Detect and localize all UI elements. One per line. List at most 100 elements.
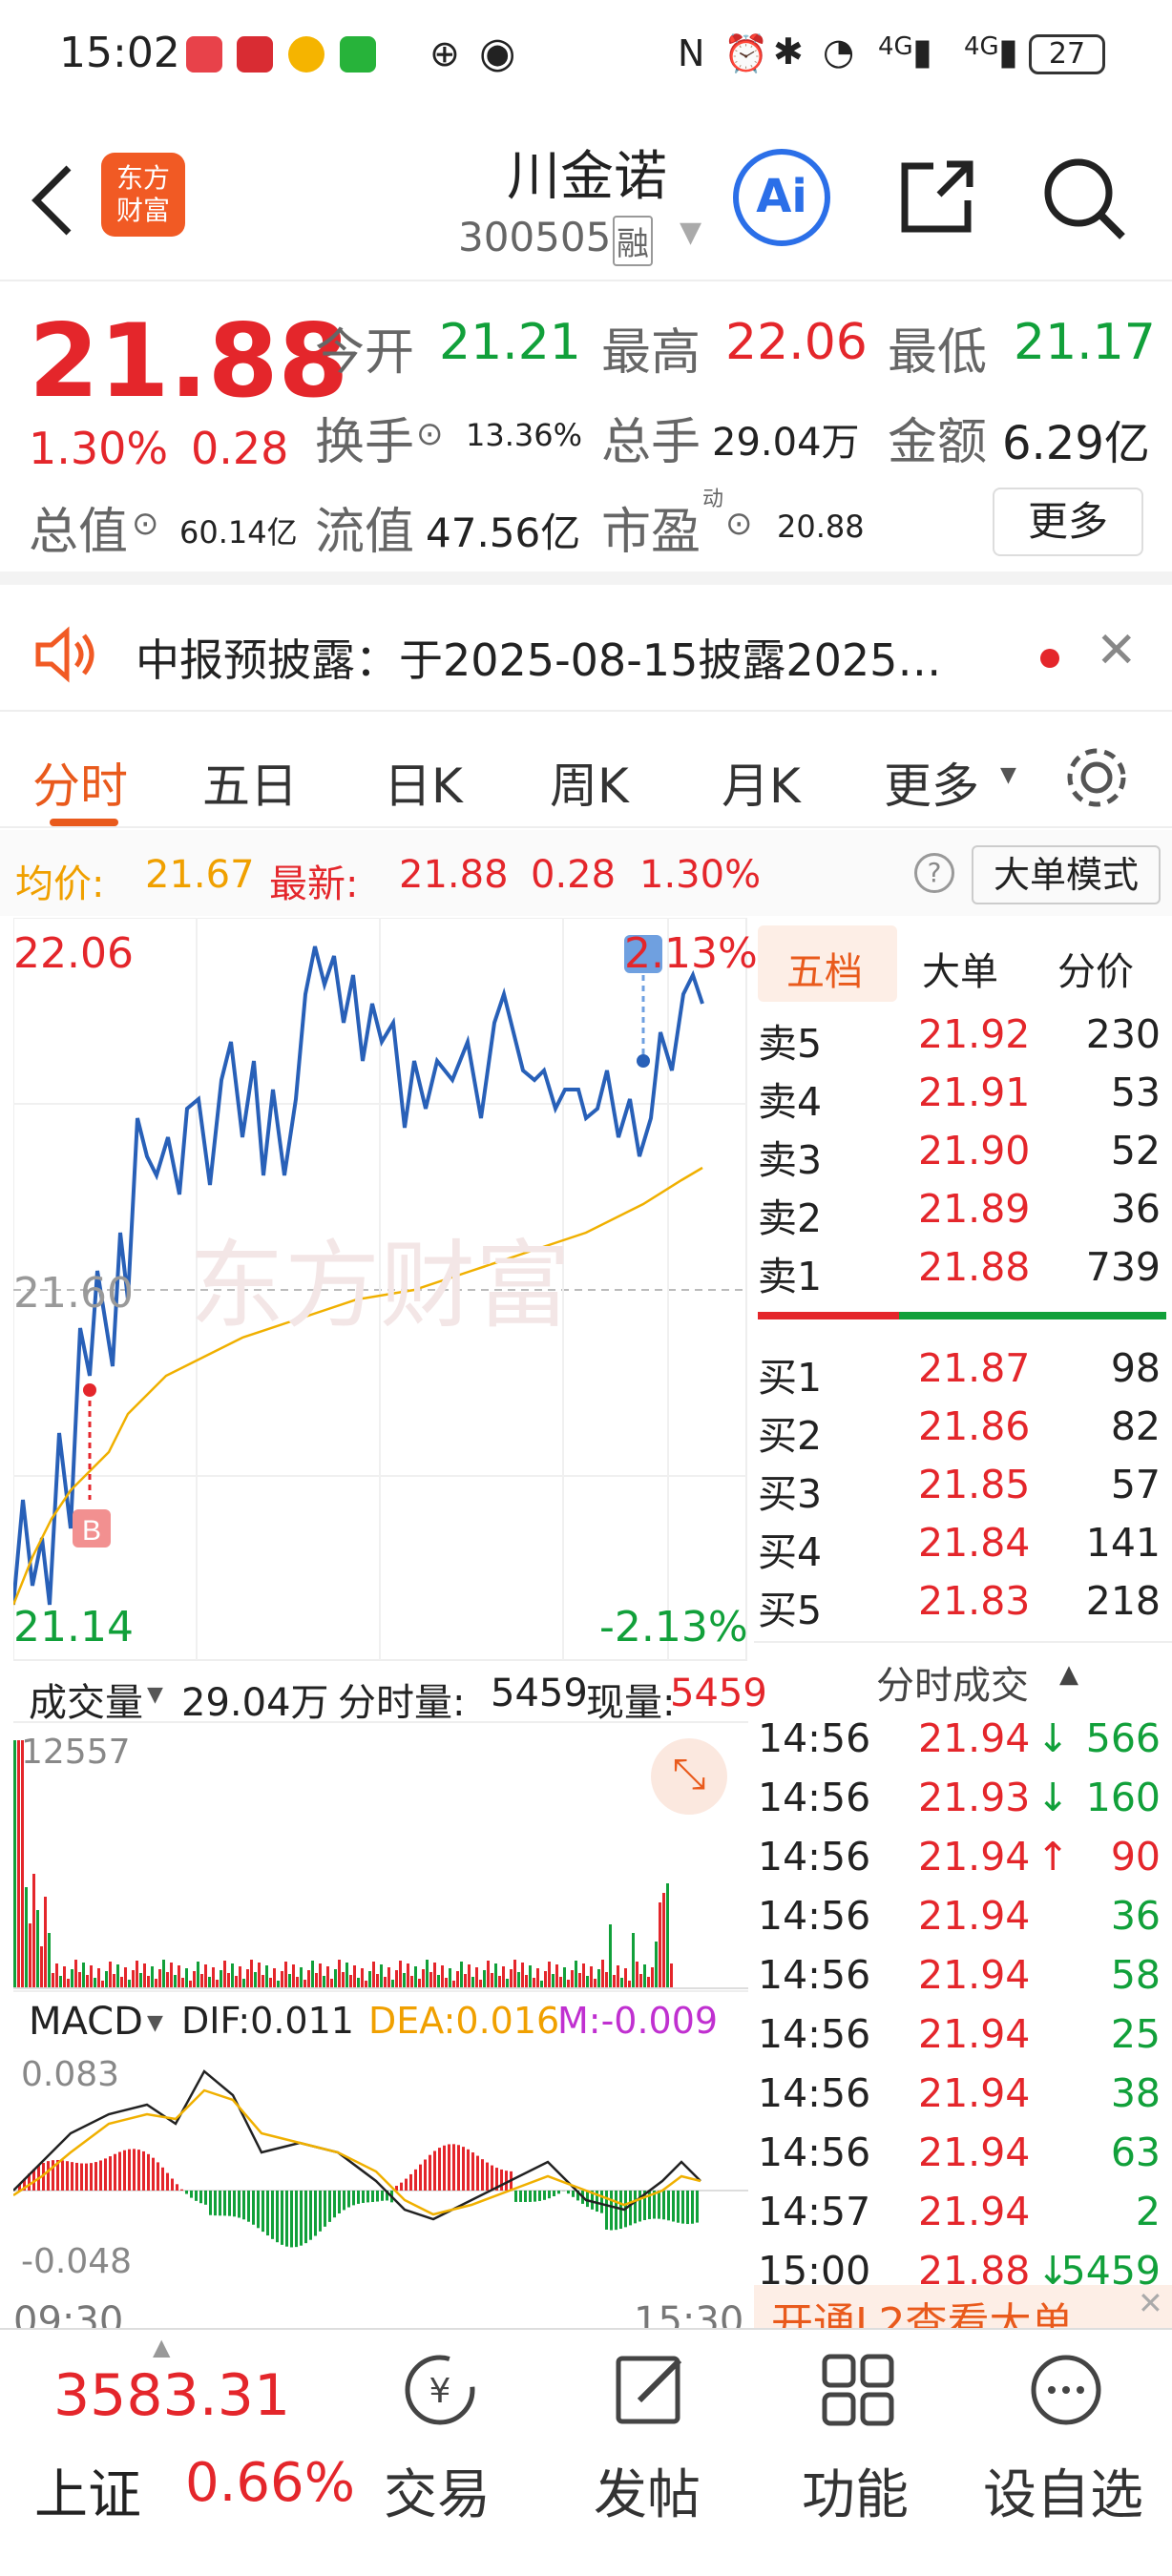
tab-five-level[interactable]: 五档 (786, 950, 863, 994)
wechat-icon (340, 36, 376, 73)
buy-marker[interactable]: B (82, 1515, 101, 1547)
tick-row: 14:56 21.94 58 (754, 1946, 1172, 2004)
turnover-value: 13.36% (466, 417, 583, 453)
tick-price: 21.94 (918, 2011, 1031, 2057)
margin-tag: 融 (613, 216, 653, 266)
nav-post[interactable]: 发帖 (594, 2464, 701, 2526)
ask-row: 卖2 21.89 36 (754, 1180, 1172, 1241)
bid-level: 买2 (758, 1413, 823, 1459)
search-icon[interactable] (1040, 155, 1128, 242)
avg-label: 均价: (15, 862, 105, 906)
notice-bar[interactable]: 中报预披露：于2025-08-15披露2025… ✕ (0, 597, 1172, 712)
bid-price: 21.85 (918, 1462, 1031, 1507)
tab-big-orders[interactable]: 大单 (922, 950, 998, 994)
speaker-icon (35, 626, 94, 683)
pe-label: 市盈 (601, 504, 701, 561)
signal-icon-2: ▮ (998, 31, 1018, 73)
ask-row: 卖1 21.88 739 (754, 1238, 1172, 1299)
nav-add-watchlist[interactable]: 设自选 (983, 2464, 1143, 2526)
expand-icon[interactable]: ⤡ (651, 1738, 727, 1815)
tab-5day[interactable]: 五日 (202, 758, 298, 814)
back-icon[interactable] (29, 162, 76, 239)
close-icon[interactable]: ✕ (1096, 622, 1138, 679)
info-icon-3[interactable]: ⊙ (725, 505, 753, 543)
vol-label[interactable]: 成交量 (29, 1681, 143, 1725)
stock-code: 300505 (458, 214, 612, 260)
bid-level: 买5 (758, 1588, 823, 1633)
avg-value: 21.67 (145, 853, 255, 897)
float-value: 47.56亿 (426, 509, 581, 556)
help-icon[interactable]: ? (914, 853, 954, 893)
low-value: 21.17 (1014, 314, 1156, 371)
settings-icon[interactable] (1061, 742, 1132, 813)
tab-more[interactable]: 更多 (884, 758, 979, 814)
chevron-down-icon[interactable]: ▼ (680, 216, 702, 249)
post-icon[interactable] (611, 2351, 689, 2429)
tick-row: 14:56 21.94 36 (754, 1887, 1172, 1944)
pct-bottom-label: -2.13% (599, 1603, 748, 1652)
huawei-notification-icon (237, 36, 273, 73)
tick-direction: ↓ (1036, 1715, 1070, 1761)
tab-daily-k[interactable]: 日K (384, 758, 463, 814)
quote-panel: 21.88 1.30% 0.28 总值 ⊙ 60.14亿 今开 21.21 最高… (0, 283, 1172, 585)
tab-intraday[interactable]: 分时 (32, 758, 128, 814)
notice-text: 中报预披露：于2025-08-15披露2025… (136, 634, 942, 686)
tab-price-distribution[interactable]: 分价 (1057, 950, 1134, 994)
share-icon[interactable] (895, 156, 977, 239)
last-percent: 1.30% (639, 853, 762, 897)
caret-up-icon[interactable]: ▲ (1059, 1660, 1078, 1689)
index-value[interactable]: 3583.31 (53, 2362, 291, 2429)
caret-down-icon[interactable]: ▼ (147, 2011, 163, 2035)
change-amount: 0.28 (191, 423, 289, 474)
index-percent: 0.66% (185, 2452, 355, 2514)
order-book-panel: 五档 大单 分价 卖5 21.92 230 卖4 21.91 53 卖3 21.90… (754, 918, 1172, 2301)
ticks-title[interactable]: 分时成交 (876, 1664, 1029, 1708)
battery-icon: 27 (1029, 34, 1105, 74)
intraday-chart[interactable]: B 东方财富 22.06 2.13% 21.60 21.14 -2.13% (13, 918, 758, 1662)
bid-price: 21.83 (918, 1578, 1031, 1624)
price-line (13, 945, 704, 1606)
ai-button[interactable]: Ai (733, 149, 830, 246)
ask-row: 卖5 21.92 230 (754, 1006, 1172, 1067)
tick-row: 14:56 21.93 ↓ 160 (754, 1769, 1172, 1826)
ask-price: 21.90 (918, 1128, 1031, 1174)
bid-volume: 82 (1110, 1403, 1161, 1449)
trade-icon[interactable]: ¥ (401, 2351, 479, 2429)
info-icon-2[interactable]: ⊙ (416, 415, 444, 453)
functions-icon[interactable] (819, 2351, 897, 2429)
macd-label[interactable]: MACD (29, 2000, 143, 2044)
vol-min: 5459 (491, 1672, 588, 1715)
status-bar: 15:02 ⊕ ◉ N ⏰ ✱ ◔ 4G ▮ 4G ▮ 27 (0, 0, 1172, 114)
mid-label: 21.60 (13, 1269, 134, 1318)
index-name[interactable]: 上证 (34, 2464, 141, 2526)
volume-panel: 成交量 ▼ 29.04万 分时量: 5459 现量: 5459 12557 ⤡ (13, 1666, 767, 1990)
last-price: 21.88 (29, 302, 349, 420)
ask-price: 21.89 (918, 1186, 1031, 1232)
nav-trade[interactable]: 交易 (384, 2464, 491, 2526)
unread-dot (1040, 649, 1059, 668)
tick-row: 14:56 21.94 25 (754, 2005, 1172, 2063)
watchlist-icon[interactable] (1027, 2351, 1105, 2429)
bid-row: 买3 21.85 57 (754, 1456, 1172, 1517)
macd-bottom: -0.048 (21, 2242, 133, 2281)
tick-price: 21.94 (918, 1893, 1031, 1939)
caret-down-icon[interactable]: ▼ (147, 1683, 163, 1707)
close-icon[interactable]: ✕ (1138, 2285, 1163, 2321)
tab-weekly-k[interactable]: 周K (550, 758, 629, 814)
more-button[interactable]: 更多 (993, 488, 1143, 556)
bluetooth-icon: ✱ (773, 31, 804, 73)
tick-time: 14:57 (758, 2189, 871, 2234)
ask-volume: 230 (1085, 1011, 1161, 1057)
bid-volume: 141 (1085, 1520, 1161, 1566)
large-order-mode-button[interactable]: 大单模式 (972, 845, 1161, 904)
app-logo[interactable]: 东方 财富 (101, 153, 185, 237)
tick-volume: 38 (1110, 2070, 1161, 2116)
ask-price: 21.91 (918, 1070, 1031, 1115)
tick-row: 14:56 21.94 ↑ 90 (754, 1828, 1172, 1885)
tick-price: 21.94 (918, 1715, 1031, 1761)
ask-volume: 36 (1110, 1186, 1161, 1232)
bottom-nav: ▲ 3583.31 上证 0.66% ¥ 交易 发帖 功能 设自选 (0, 2328, 1172, 2576)
info-icon[interactable]: ⊙ (132, 505, 159, 543)
nav-functions[interactable]: 功能 (802, 2464, 909, 2526)
tab-monthly-k[interactable]: 月K (722, 758, 801, 814)
